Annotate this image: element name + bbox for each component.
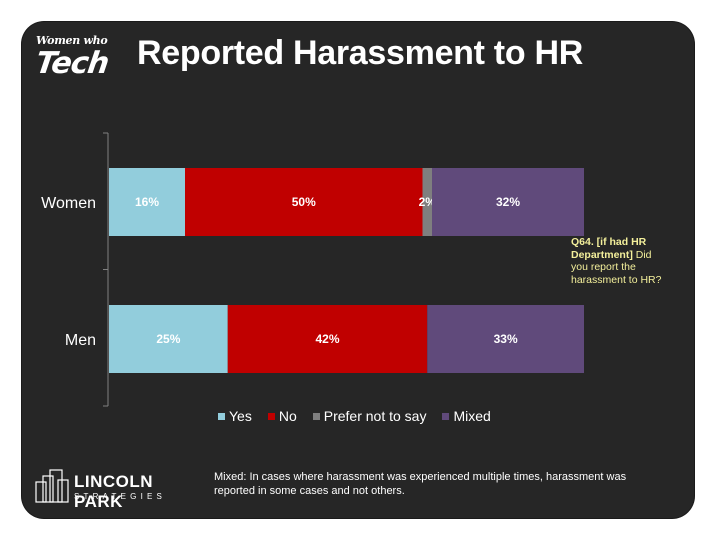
category-label: Men <box>65 332 96 349</box>
bar-segment <box>427 305 584 373</box>
legend-item: Yes <box>218 408 252 424</box>
slide: Women who Tech <box>22 22 694 518</box>
brand-line2: STRATEGIES <box>74 492 167 501</box>
building-icon <box>35 469 69 503</box>
legend-item: Mixed <box>442 408 491 424</box>
legend-swatch <box>312 412 320 420</box>
brand-line1: LINCOLN PARK <box>74 472 154 511</box>
bar-segment <box>109 305 228 373</box>
women-who-tech-logo: Women who Tech <box>34 32 116 92</box>
legend-label: Mixed <box>453 408 491 424</box>
legend-swatch <box>218 412 225 420</box>
legend-swatch <box>442 412 450 420</box>
data-label: 32% <box>496 195 520 209</box>
data-label: 50% <box>292 195 316 209</box>
logo-line1: Women who <box>36 34 108 47</box>
data-label: 16% <box>135 195 159 209</box>
bar-segment <box>432 168 584 236</box>
footnote: Mixed: In cases where harassment was exp… <box>214 471 627 497</box>
legend-item: No <box>267 408 297 424</box>
bar-segment <box>109 168 185 236</box>
bar-segment <box>422 168 432 236</box>
data-label: 25% <box>156 332 180 346</box>
data-label: 33% <box>494 332 518 346</box>
category-label: Women <box>41 195 96 212</box>
question-text: Did you report the harassment to HR? <box>571 248 662 286</box>
data-label: 42% <box>315 332 339 346</box>
legend-item: Prefer not to say <box>312 408 427 424</box>
page-title: Reported Harassment to HR <box>137 34 583 72</box>
question-note: Q64. [if had HR Department] Did you repo… <box>571 236 663 286</box>
bar-segment <box>185 168 423 236</box>
data-label: 2% <box>419 195 437 209</box>
legend-label: Prefer not to say <box>323 408 427 424</box>
lincoln-park-logo: LINCOLN PARK STRATEGIES <box>34 468 184 511</box>
legend-label: Yes <box>229 408 252 424</box>
legend-swatch <box>267 412 275 420</box>
chart-legend: Yes No Prefer not to say Mixed <box>218 408 491 424</box>
bar-segment <box>227 305 428 373</box>
legend-label: No <box>278 408 297 424</box>
question-bold: Q64. [if had HR Department] <box>571 236 647 261</box>
